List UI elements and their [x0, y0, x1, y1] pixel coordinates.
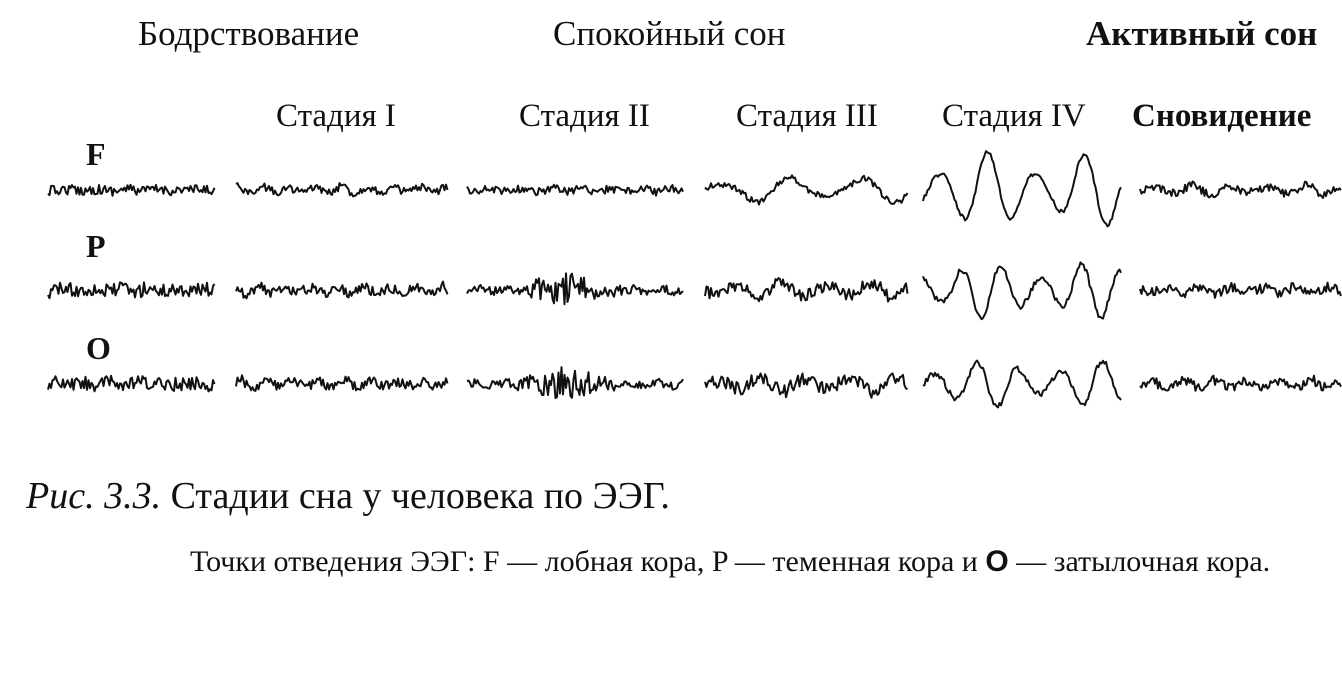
- eeg-trace-f-s2: [466, 183, 684, 197]
- notes-lead-o: O: [985, 545, 1009, 578]
- eeg-trace-p-wake: [47, 281, 216, 300]
- eeg-trace-p-s3: [704, 277, 909, 303]
- eeg-trace-o-s4: [922, 359, 1122, 409]
- header-stage-4: Стадия IV: [942, 98, 1086, 134]
- eeg-trace-o-dream: [1139, 374, 1342, 392]
- header-dreaming: Сновидение: [1132, 98, 1312, 134]
- figure-number: Рис. 3.3.: [26, 475, 162, 517]
- eeg-trace-p-s4: [922, 261, 1122, 321]
- lead-label-occipital: O: [86, 330, 111, 366]
- eeg-trace-p-dream: [1139, 281, 1342, 299]
- header-active-sleep: Активный сон: [1086, 14, 1318, 53]
- header-stage-1: Стадия I: [276, 98, 396, 134]
- eeg-trace-f-dream: [1139, 180, 1342, 199]
- eeg-trace-f-wake: [47, 183, 216, 197]
- notes-text-a: Точки отведения ЭЭГ: F — лобная кора, P …: [190, 545, 986, 578]
- header-wakefulness: Бодрствование: [138, 14, 360, 53]
- lead-label-frontal: F: [86, 136, 106, 172]
- eeg-trace-p-s2: [466, 272, 684, 306]
- eeg-trace-p-s1: [235, 280, 449, 300]
- eeg-trace-f-s4: [922, 150, 1122, 228]
- eeg-trace-o-s3: [704, 372, 908, 399]
- figure-title: Стадии сна у человека по ЭЭГ.: [170, 475, 670, 517]
- header-stage-3: Стадия III: [736, 98, 878, 134]
- figure-notes: Точки отведения ЭЭГ: F — лобная кора, P …: [190, 542, 1330, 582]
- lead-label-parietal: P: [86, 228, 106, 264]
- eeg-trace-o-s1: [235, 374, 449, 392]
- eeg-trace-f-s3: [704, 174, 909, 206]
- notes-text-b: — затылочная кора.: [1008, 545, 1271, 578]
- eeg-traces-figure: [47, 150, 1342, 409]
- eeg-trace-o-s2: [466, 366, 684, 399]
- eeg-trace-f-s1: [235, 182, 449, 198]
- header-quiet-sleep: Спокойный сон: [553, 14, 786, 53]
- eeg-trace-o-wake: [47, 374, 216, 393]
- figure-caption: Рис. 3.3. Стадии сна у человека по ЭЭГ.: [26, 474, 670, 518]
- header-stage-2: Стадия II: [519, 98, 650, 134]
